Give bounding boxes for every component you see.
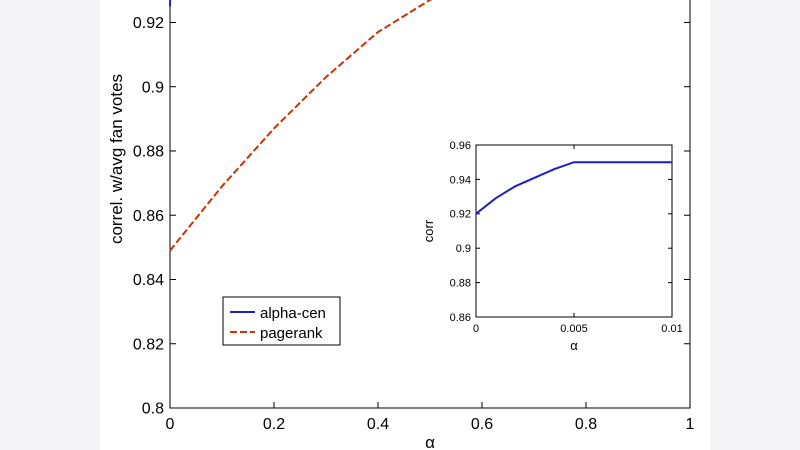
- inset-y-tick-label: 0.9: [456, 243, 471, 255]
- main-x-tick-label: 0.6: [471, 416, 493, 433]
- legend-label-pagerank: pagerank: [260, 325, 323, 342]
- main-y-axis-label: correl. w/avg fan votes: [107, 74, 126, 244]
- inset-x-tick-label: 0: [473, 323, 479, 335]
- inset-axes-box: [475, 144, 673, 318]
- inset-group: 0 0.005 0.01 0.86 0.88 0.9 0.92 0.94 0.96 α corr: [421, 140, 683, 353]
- inset-y-tick-label: 0.94: [450, 174, 471, 186]
- main-x-axis-label: α: [425, 433, 435, 450]
- inset-y-axis-label: corr: [421, 219, 436, 242]
- inset-x-axis-label: α: [570, 338, 578, 353]
- main-x-tick-label: 0.4: [367, 416, 389, 433]
- legend-label-alpha-cen: alpha-cen: [260, 305, 326, 322]
- legend-box: [222, 296, 341, 346]
- main-x-tick-label: 0.8: [575, 416, 597, 433]
- inset-series-line-0: [475, 161, 672, 215]
- main-series-line-1: [169, 0, 432, 252]
- inset-x-tick-label: 0.01: [661, 323, 682, 335]
- main-y-tick-label: 0.86: [133, 208, 164, 225]
- main-x-tick-label: 1: [686, 416, 695, 433]
- main-y-tick-label: 0.82: [133, 336, 164, 353]
- main-y-tick-label: 0.84: [133, 272, 164, 289]
- inset-y-tick-label: 0.96: [450, 140, 471, 152]
- inset-y-tick-label: 0.92: [450, 209, 471, 221]
- inset-x-tick-label: 0.005: [560, 323, 588, 335]
- main-x-tick-label: 0.2: [263, 416, 285, 433]
- inset-y-tick-label: 0.86: [450, 312, 471, 324]
- inset-y-tick-label: 0.88: [450, 277, 471, 289]
- legend: alpha-cen pagerank: [222, 296, 341, 346]
- main-x-tick-label: 0: [166, 416, 175, 433]
- main-y-tick-label: 0.92: [133, 15, 164, 32]
- main-y-tick-label: 0.8: [142, 401, 164, 418]
- main-y-tick-label: 0.9: [142, 79, 164, 96]
- main-y-tick-label: 0.88: [133, 144, 164, 161]
